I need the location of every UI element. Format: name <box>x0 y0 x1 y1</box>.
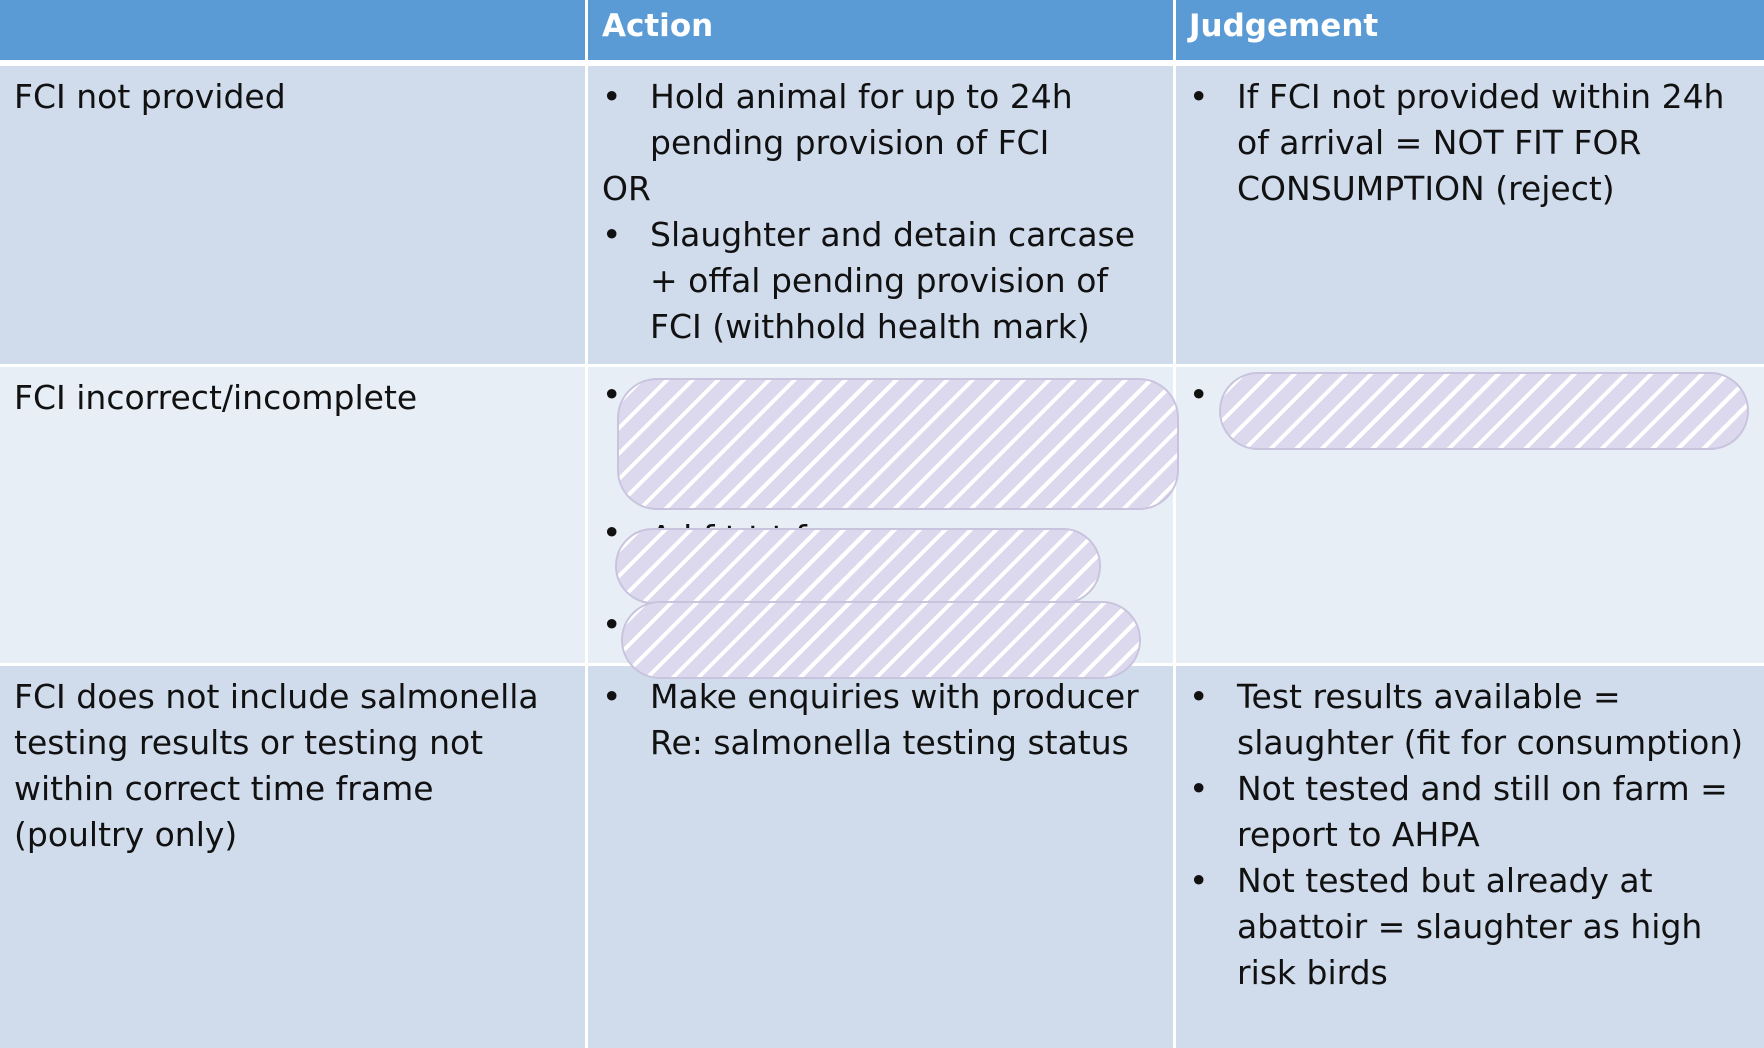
judgement-cell: Test results available = slaughter (fit … <box>1189 666 1759 1048</box>
condition-text: FCI incorrect/incomplete <box>14 378 418 417</box>
action-cell: Hold animal for up to 24h pending provis… <box>602 66 1162 364</box>
row-divider <box>0 63 1764 66</box>
redaction-block <box>615 528 1101 604</box>
table-row: FCI not provided Hold animal for up to 2… <box>0 66 1764 364</box>
column-divider <box>1173 0 1176 1048</box>
redaction-block <box>1219 372 1749 450</box>
redaction-block <box>617 378 1179 510</box>
header-action: Action <box>602 8 714 44</box>
table-row: FCI does not include salmonella testing … <box>0 666 1764 1048</box>
condition-cell: FCI not provided <box>14 66 574 364</box>
list-item: Slaughter and detain carcase + offal pen… <box>602 212 1162 350</box>
bullet-mark: • <box>602 605 622 644</box>
condition-text: FCI does not include salmonella testing … <box>14 677 539 854</box>
bullet-mark: • <box>602 375 622 414</box>
table-header: Action Judgement <box>0 0 1764 60</box>
condition-text: FCI not provided <box>14 77 286 116</box>
row-divider <box>0 364 1764 367</box>
condition-cell: FCI incorrect/incomplete <box>14 367 574 663</box>
column-divider <box>585 0 588 1048</box>
bullet-mark: • <box>602 513 622 552</box>
list-item: If FCI not provided within 24h of arriva… <box>1189 74 1759 212</box>
condition-cell: FCI does not include salmonella testing … <box>14 666 574 1048</box>
action-cell: Make enquiries with producer Re: salmone… <box>602 666 1162 1048</box>
header-blank <box>0 0 585 60</box>
list-item: Hold animal for up to 24h pending provis… <box>602 74 1162 166</box>
list-item: Not tested and still on farm = report to… <box>1189 766 1759 858</box>
or-text: OR <box>602 169 651 208</box>
list-item: Test results available = slaughter (fit … <box>1189 674 1759 766</box>
judgement-cell: If FCI not provided within 24h of arriva… <box>1189 66 1759 364</box>
list-item: Make enquiries with producer Re: salmone… <box>602 674 1162 766</box>
list-item: Not tested but already at abattoir = sla… <box>1189 858 1759 996</box>
bullet-mark: • <box>1189 375 1209 414</box>
header-judgement: Judgement <box>1189 8 1379 44</box>
redaction-block <box>621 601 1141 679</box>
